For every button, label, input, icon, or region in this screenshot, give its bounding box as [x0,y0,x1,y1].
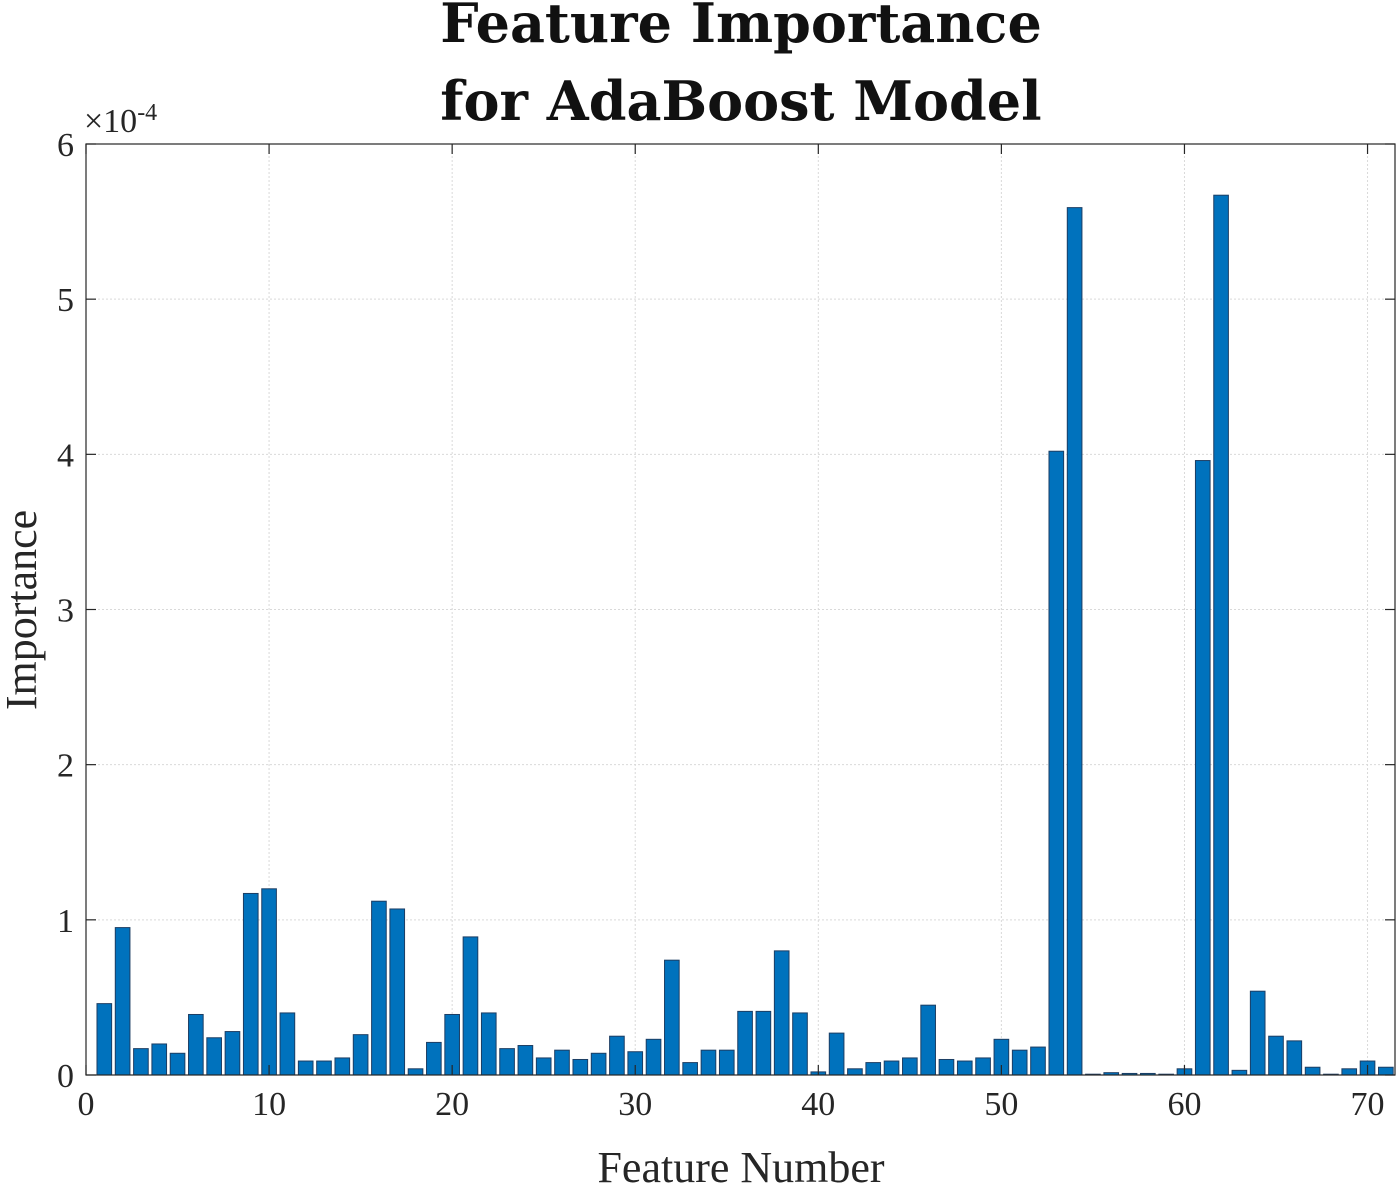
bar [1231,1069,1248,1076]
y-tick-label: 4 [57,437,74,474]
x-tick-label: 20 [435,1086,469,1123]
bar [188,1013,204,1076]
bar [334,1057,351,1076]
bar [316,1060,332,1076]
bar [114,927,131,1076]
bar [737,1010,753,1076]
bar [224,1031,241,1076]
x-tick-label: 40 [801,1086,835,1123]
y-exponent-power: -4 [137,100,157,126]
bar [1030,1046,1046,1076]
bar [554,1049,570,1076]
bar [1048,450,1065,1076]
bar [883,1060,900,1076]
y-tick-labels: 0 1 2 3 4 5 6 [57,127,74,1095]
bar [902,1057,918,1076]
y-tick-label: 0 [57,1058,74,1095]
bar [956,1060,973,1076]
bar [773,950,790,1076]
axes [85,143,1396,1076]
bar [499,1048,515,1076]
bar [1304,1066,1321,1076]
bar [242,892,259,1076]
x-tick-label: 10 [252,1086,286,1123]
y-tick-label: 2 [57,748,74,785]
bar [206,1037,222,1076]
y-tick-label: 6 [57,127,74,164]
bar [1213,194,1229,1076]
bar [865,1062,882,1076]
bar [352,1034,369,1076]
x-tick-label: 0 [78,1086,95,1123]
bar [261,888,277,1076]
bar [389,908,406,1076]
bar [1268,1035,1284,1076]
bars [96,194,1394,1076]
x-tick-labels: 0 10 20 30 40 50 60 70 [78,1086,1385,1123]
bar [847,1068,863,1076]
bar [700,1049,717,1076]
x-tick-label: 30 [618,1086,652,1123]
bar [975,1057,991,1076]
y-exponent-label: ×10-4 [84,100,157,140]
x-tick-label: 60 [1167,1086,1201,1123]
bar [682,1062,698,1076]
bar [1194,460,1211,1076]
bar [1286,1040,1303,1076]
y-axis-label: Importance [0,510,46,710]
bar [1249,990,1266,1076]
bar [133,1048,149,1076]
bar [609,1035,625,1076]
bar [1066,207,1083,1076]
bar [1011,1049,1028,1076]
x-tick-label: 50 [984,1086,1018,1123]
bar [572,1058,589,1076]
y-tick-label: 5 [57,282,74,319]
bar [1378,1066,1394,1076]
bar [517,1045,534,1076]
bar [407,1068,424,1076]
bar [755,1010,772,1076]
bar [535,1057,552,1076]
bar [462,936,479,1076]
bar [96,1003,113,1076]
chart-title-line-2: for AdaBoost Model [440,69,1041,133]
bar [151,1043,168,1076]
bar [590,1052,607,1076]
y-tick-label: 3 [57,593,74,630]
bar [426,1041,442,1076]
bar [297,1060,314,1076]
y-exponent-prefix: ×10 [84,103,137,140]
y-tick-label: 1 [57,903,74,940]
bar [480,1012,497,1076]
bar [920,1004,936,1076]
grid [86,143,1395,1075]
chart-title-line-1: Feature Importance [440,0,1042,55]
bar [664,959,680,1076]
bar [828,1032,845,1076]
bar [1341,1068,1358,1076]
bar [645,1038,662,1076]
bar [371,900,387,1076]
x-tick-label: 70 [1351,1086,1385,1123]
bar [718,1049,735,1076]
bar [792,1012,808,1076]
bar [938,1058,955,1076]
bar [279,1012,296,1076]
x-axis-label: Feature Number [597,1143,884,1190]
bar [169,1052,186,1076]
